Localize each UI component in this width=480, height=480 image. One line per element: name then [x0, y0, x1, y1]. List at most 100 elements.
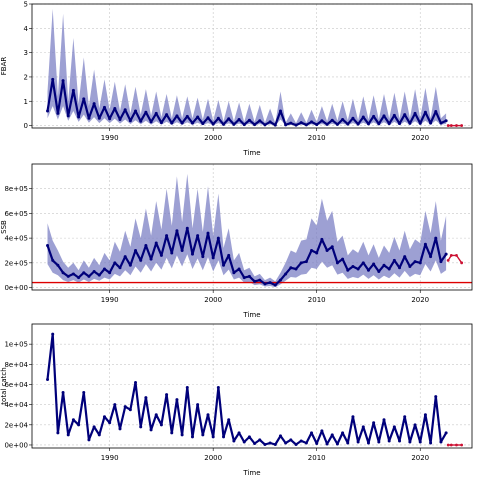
catch-data-point	[159, 423, 163, 427]
catch-data-point	[206, 413, 210, 417]
fbar-x-tick-label: 2020	[411, 134, 429, 142]
fbar-data-point	[144, 110, 148, 114]
catch-x-tick-label: 2020	[411, 454, 429, 462]
ssb-y-axis-label: SSB	[0, 220, 8, 234]
catch-data-point	[377, 440, 381, 444]
fbar-x-tick-label: 2000	[204, 134, 222, 142]
fbar-data-point	[284, 123, 288, 127]
fbar-data-point	[335, 122, 339, 126]
catch-data-point	[128, 408, 132, 412]
fbar-data-point	[247, 118, 251, 122]
fbar-data-point	[278, 109, 282, 113]
fbar-data-point	[46, 109, 50, 113]
catch-panel: 1990 2000 2010 2020 0e+00 2e+04 4e+04 6e+04 8e+0…	[0, 323, 473, 477]
ssb-data-point	[154, 241, 158, 245]
catch-data-point	[392, 425, 396, 429]
fbar-y-tick-label: 5	[24, 1, 28, 9]
ssb-data-point	[46, 244, 50, 248]
catch-projection-point	[446, 443, 450, 447]
fbar-data-point	[361, 115, 365, 119]
catch-data-point	[123, 405, 127, 409]
fbar-data-point	[434, 109, 438, 113]
catch-data-point	[154, 413, 158, 417]
catch-data-point	[71, 418, 75, 422]
fbar-y-tick-label: 4	[24, 25, 29, 33]
fbar-data-point	[382, 114, 386, 118]
ssb-data-point	[361, 261, 365, 265]
catch-x-axis-label: Time	[242, 469, 260, 477]
ssb-data-point	[304, 260, 308, 264]
fbar-data-point	[97, 116, 101, 120]
ssb-data-point	[387, 267, 391, 271]
catch-data-point	[144, 396, 148, 400]
catch-data-point	[325, 442, 329, 446]
fbar-data-point	[330, 118, 334, 122]
fbar-data-point	[211, 122, 215, 126]
fbar-panel: 1990 2000 2010 2020 0 1 2 3 4 5 Time FBAR	[0, 1, 473, 157]
ssb-y-tick-label: 8e+05	[4, 185, 28, 193]
fbar-data-point	[341, 117, 345, 121]
ssb-data-point	[56, 263, 60, 267]
ssb-data-point	[118, 266, 122, 270]
fbar-data-point	[258, 119, 262, 123]
fbar-data-point	[180, 121, 184, 125]
catch-data-point	[102, 415, 106, 419]
ssb-y-tick-label: 0e+00	[4, 284, 28, 292]
fbar-projection-point	[455, 124, 458, 127]
ssb-data-point	[310, 248, 314, 252]
catch-x-tick-label: 2000	[204, 454, 222, 462]
ssb-data-point	[351, 265, 355, 269]
fbar-confidence-band	[47, 8, 447, 126]
fbar-data-point	[123, 108, 127, 112]
ssb-data-point	[149, 257, 153, 261]
fbar-data-point	[77, 115, 81, 119]
ssb-data-point	[299, 261, 303, 265]
fbar-data-point	[273, 123, 277, 127]
catch-data-point	[444, 431, 448, 435]
catch-data-point	[61, 391, 65, 395]
catch-data-point	[346, 441, 350, 445]
ssb-data-point	[227, 253, 231, 257]
fbar-data-point	[325, 122, 329, 126]
catch-y-tick-label: 6e+04	[4, 381, 28, 389]
catch-data-point	[310, 431, 314, 435]
catch-data-point	[196, 403, 200, 407]
fbar-data-point	[232, 122, 236, 126]
catch-data-point	[175, 398, 179, 402]
ssb-data-point	[320, 237, 324, 241]
fbar-data-point	[134, 109, 138, 113]
catch-series-line	[46, 333, 448, 446]
ssb-x-axis-label: Time	[242, 311, 260, 319]
catch-y-tick-label: 0e+00	[4, 441, 28, 449]
ssb-data-point	[175, 229, 179, 233]
fbar-data-point	[201, 122, 205, 126]
catch-data-point	[92, 425, 96, 429]
ssb-data-point	[382, 263, 386, 267]
fbar-data-point	[439, 121, 443, 125]
fbar-y-tick-label: 1	[24, 98, 28, 106]
catch-data-point	[165, 393, 169, 397]
ssb-x-tick-label: 1990	[101, 296, 119, 304]
catch-data-point	[341, 431, 345, 435]
ssb-data-point	[190, 252, 194, 256]
ssb-data-point	[258, 278, 262, 282]
catch-data-point	[216, 386, 220, 390]
ssb-data-point	[341, 257, 345, 261]
catch-data-point	[304, 441, 308, 445]
ssb-data-point	[273, 283, 277, 287]
ssb-data-point	[216, 236, 220, 240]
fbar-data-point	[289, 121, 293, 125]
catch-data-point	[403, 415, 407, 419]
catch-data-point	[185, 386, 189, 390]
catch-projection-point	[455, 443, 458, 447]
catch-data-point	[113, 403, 117, 407]
fbar-data-point	[118, 117, 122, 121]
ssb-y-tick-label: 4e+05	[4, 235, 28, 243]
fbar-data-point	[66, 114, 70, 118]
catch-data-point	[253, 441, 257, 445]
fbar-plot-frame	[31, 3, 473, 129]
catch-data-point	[232, 439, 236, 443]
catch-data-point	[278, 434, 282, 438]
catch-data-point	[351, 415, 355, 419]
